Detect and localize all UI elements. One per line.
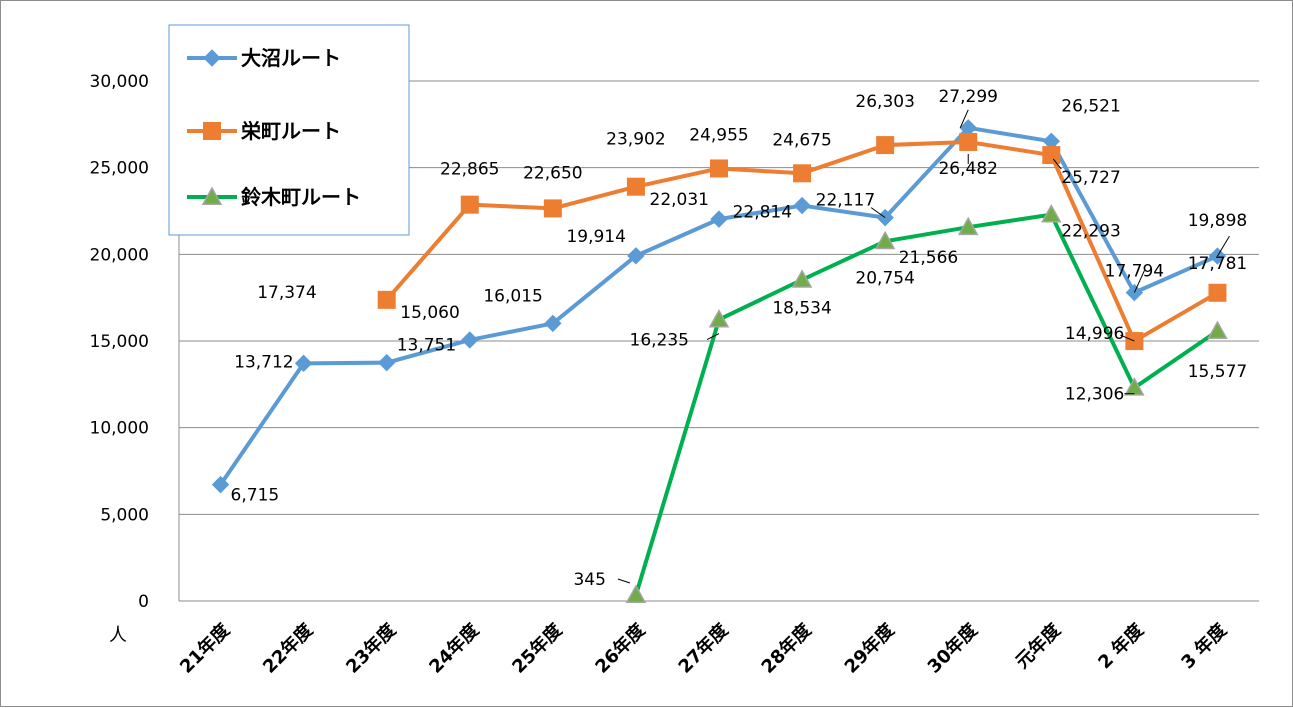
data-point-triangle [1124, 377, 1145, 396]
x-tick-label: 29年度 [840, 618, 899, 677]
data-point-square [959, 132, 978, 151]
data-point-triangle [791, 269, 813, 288]
data-label: 27,299 [938, 87, 997, 107]
series-line-3 [634, 212, 1219, 596]
data-point-square [626, 177, 645, 196]
y-tick-label: 10,000 [90, 419, 149, 439]
y-tick-label: 15,000 [90, 332, 149, 352]
series-lines [211, 119, 1228, 603]
x-tick-label: 25年度 [508, 618, 567, 677]
data-point-triangle [874, 230, 896, 250]
data-label: 16,015 [483, 286, 542, 306]
data-point-square [377, 290, 396, 309]
data-point-triangle [1041, 204, 1062, 223]
y-tick-label: 30,000 [90, 72, 149, 92]
data-label: 13,712 [234, 352, 293, 372]
data-point-triangle [708, 309, 730, 328]
x-tick-label: 21年度 [175, 618, 234, 677]
x-tick-label: 30年度 [923, 618, 982, 677]
data-label: 18,534 [772, 299, 831, 319]
label-leader-line [1052, 158, 1062, 170]
data-label: 22,814 [733, 203, 792, 223]
data-label: 13,751 [397, 336, 456, 356]
data-point-square [1208, 283, 1227, 302]
data-point-diamond [203, 49, 221, 67]
x-tick-label: 2 年度 [1094, 618, 1149, 673]
data-point-triangle [201, 186, 223, 205]
data-label: 22,650 [523, 163, 582, 183]
data-point-square [710, 159, 728, 178]
data-label: 17,794 [1105, 262, 1164, 282]
data-point-square [876, 136, 895, 155]
y-tick-label: 5,000 [100, 505, 149, 525]
data-label: 22,293 [1061, 222, 1120, 242]
data-label: 20,754 [855, 268, 914, 288]
x-tick-label: 28年度 [757, 618, 816, 677]
data-labels: 6,715 13,712 13,751 15,060 16,015 19,914 22,03… [231, 87, 1248, 590]
data-label: 26,482 [938, 159, 997, 179]
label-leader-line [870, 207, 886, 219]
label-leader-line [706, 333, 720, 341]
y-tick-label: 20,000 [90, 245, 149, 265]
data-label: 23,902 [606, 130, 665, 150]
legend-entry-label: 鈴木町ルート [241, 185, 361, 209]
data-label: 25,727 [1061, 168, 1120, 188]
data-point-square [1042, 146, 1061, 165]
data-point-diamond [627, 247, 645, 265]
data-point-diamond [710, 210, 728, 228]
data-label: 17,374 [257, 283, 316, 303]
data-label: 24,675 [772, 130, 831, 150]
data-label: 6,715 [231, 486, 280, 506]
label-leader-line [617, 578, 631, 584]
y-axis-unit-label: 人 [109, 625, 127, 646]
legend-entry-label: 大沼ルート [241, 46, 341, 70]
data-point-square [793, 164, 812, 183]
data-point-square [460, 195, 479, 214]
data-point-square [203, 122, 221, 140]
data-label: 19,898 [1188, 211, 1247, 231]
data-label: 15,577 [1188, 362, 1247, 382]
x-tick-label: 27年度 [674, 618, 733, 677]
data-label: 16,235 [630, 331, 689, 351]
data-label: 22,117 [816, 191, 875, 211]
x-tick-label: 26年度 [591, 618, 650, 677]
data-point-triangle [625, 584, 647, 603]
x-tick-label: 元年度 [1011, 618, 1065, 672]
data-point-diamond [211, 475, 230, 494]
label-leader-line [1133, 270, 1145, 293]
x-tick-label: 22年度 [258, 618, 317, 677]
data-label: 21,566 [899, 248, 958, 268]
data-point-diamond [793, 196, 811, 215]
data-label: 12,306 [1065, 385, 1124, 405]
data-label: 26,303 [855, 92, 914, 112]
data-label: 17,781 [1188, 254, 1247, 274]
data-point-triangle [1207, 320, 1228, 339]
y-tick-label: 25,000 [90, 159, 149, 179]
data-point-diamond [544, 314, 562, 333]
data-point-diamond [294, 354, 313, 373]
data-label: 22,031 [650, 190, 709, 210]
data-label: 24,955 [689, 125, 748, 145]
data-point-diamond [461, 331, 479, 349]
label-leader-line [1120, 334, 1135, 342]
data-point-triangle [957, 216, 979, 236]
x-tick-label: 24年度 [425, 618, 484, 677]
label-leader-line [1217, 235, 1230, 257]
data-label: 14,996 [1065, 324, 1124, 344]
x-tick-label: 3 年度 [1177, 618, 1232, 673]
x-tick-label: 23年度 [341, 618, 400, 677]
data-point-diamond [377, 353, 396, 372]
y-tick-label: 0 [138, 592, 149, 612]
data-label: 22,865 [440, 160, 499, 180]
data-label: 19,914 [566, 227, 625, 247]
legend-entry-label: 栄町ルート [240, 119, 341, 143]
label-leader-line [959, 109, 969, 129]
data-label: 15,060 [400, 303, 459, 323]
data-label: 26,521 [1061, 96, 1120, 116]
data-point-square [543, 199, 562, 218]
data-label: 345 [573, 570, 605, 590]
